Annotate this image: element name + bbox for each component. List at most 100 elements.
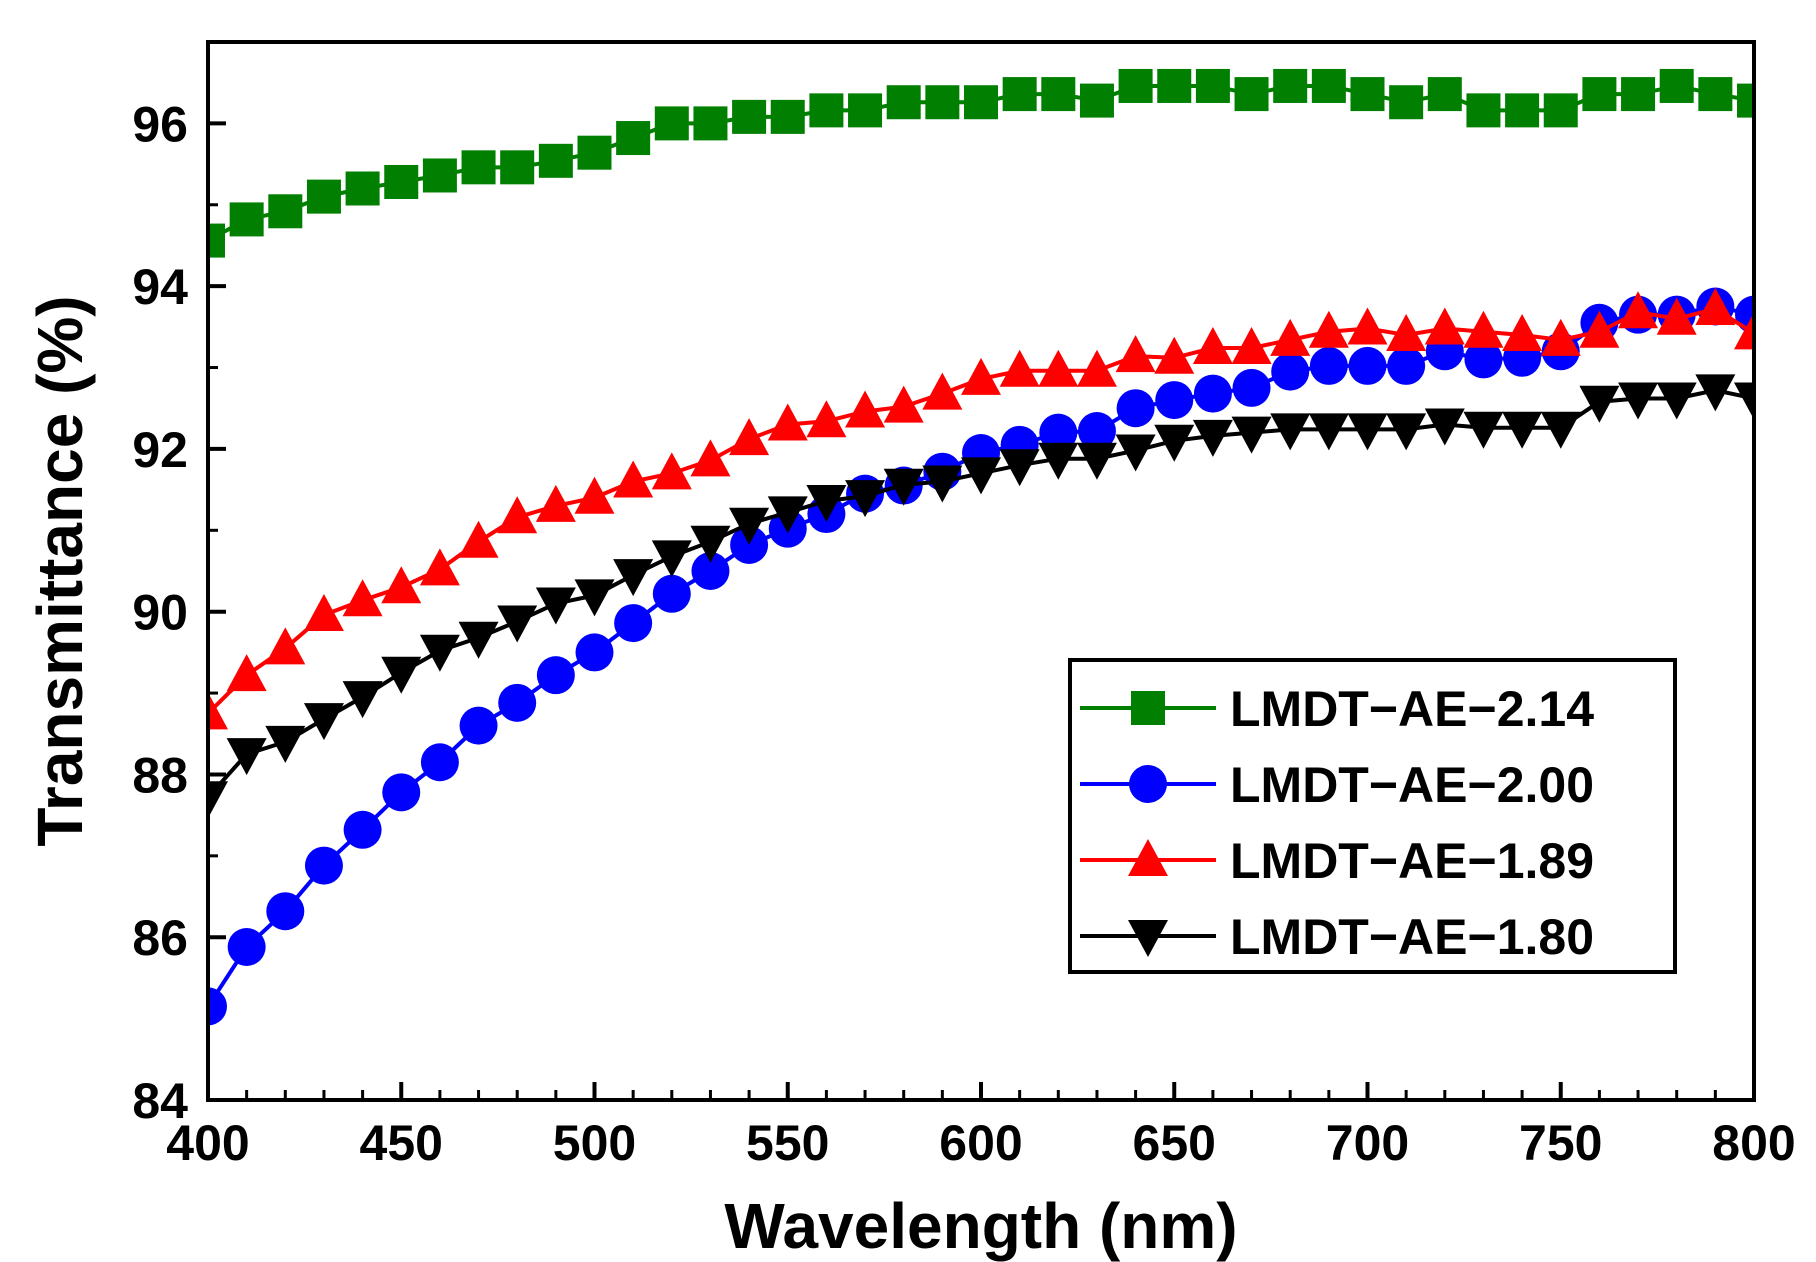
data-point	[1076, 442, 1117, 480]
data-point	[1041, 77, 1076, 112]
data-point	[729, 507, 770, 545]
data-point	[809, 93, 844, 128]
data-point	[227, 927, 266, 966]
series-0	[208, 68, 1754, 258]
data-point	[883, 385, 924, 423]
data-point	[226, 738, 267, 776]
data-point	[1347, 413, 1388, 451]
data-point	[1350, 77, 1385, 112]
data-point	[1347, 307, 1388, 345]
data-point	[1195, 68, 1230, 103]
data-point	[730, 525, 769, 564]
data-point	[208, 987, 227, 1026]
legend-item: LMDT−AE−2.14	[1080, 681, 1594, 737]
data-point	[693, 106, 728, 141]
data-point	[303, 703, 344, 741]
x-tick-label: 800	[1712, 1115, 1795, 1171]
data-point	[535, 484, 576, 522]
series-1	[208, 287, 1754, 1026]
data-point	[1038, 442, 1079, 480]
data-point	[265, 627, 306, 665]
data-point	[1424, 408, 1465, 446]
data-point	[770, 99, 805, 134]
y-tick-label: 84	[132, 1073, 188, 1129]
data-point	[613, 460, 654, 498]
data-point	[690, 525, 731, 563]
data-point	[461, 150, 496, 185]
legend-item: LMDT−AE−2.00	[1080, 757, 1594, 813]
data-point	[458, 520, 499, 558]
series-3	[208, 374, 1754, 819]
data-point	[577, 135, 612, 170]
data-point	[1234, 77, 1269, 112]
data-point	[1002, 77, 1037, 112]
data-point	[1192, 419, 1233, 457]
data-point	[535, 587, 576, 625]
legend-marker	[1129, 765, 1167, 803]
plot-frame	[206, 40, 1756, 1102]
data-point	[1271, 352, 1310, 391]
data-point	[961, 357, 1001, 395]
data-point	[848, 93, 883, 128]
data-point	[845, 480, 886, 518]
data-point	[536, 656, 575, 695]
legend: LMDT−AE−2.14 LMDT−AE−2.00 LMDT−AE−1.89 LMDT…	[1068, 658, 1677, 974]
data-point	[1308, 310, 1349, 348]
legend-item: LMDT−AE−1.89	[1080, 833, 1594, 889]
data-point	[1076, 349, 1117, 387]
data-point	[1387, 346, 1426, 385]
data-point	[922, 372, 963, 410]
series-2	[208, 287, 1754, 730]
data-point	[1734, 382, 1754, 420]
data-point	[422, 158, 457, 193]
data-point	[1618, 291, 1659, 329]
data-point	[574, 476, 615, 514]
data-point	[265, 725, 306, 763]
data-point	[767, 403, 808, 441]
data-point	[304, 846, 343, 885]
data-point	[1695, 287, 1736, 325]
data-point	[886, 85, 921, 120]
data-point	[1308, 413, 1349, 451]
data-point	[654, 106, 689, 141]
legend-label: LMDT−AE−2.14	[1230, 681, 1594, 737]
data-point	[652, 574, 691, 613]
data-point	[961, 457, 1001, 495]
data-point	[1386, 413, 1427, 451]
data-point	[458, 621, 499, 659]
data-point	[1231, 327, 1272, 365]
legend-marker	[1131, 691, 1165, 725]
data-point	[925, 85, 960, 120]
y-axis-title: Transmittance (%)	[24, 295, 96, 846]
data-point	[1579, 310, 1620, 348]
data-point	[1311, 68, 1346, 103]
y-tick-label: 96	[132, 96, 188, 152]
data-point	[226, 654, 267, 692]
data-point	[614, 604, 653, 643]
data-point	[384, 164, 419, 199]
x-tick-label: 400	[166, 1115, 249, 1171]
data-point	[345, 171, 380, 206]
legend-marker	[1128, 920, 1168, 957]
data-point	[732, 99, 767, 134]
data-point	[1231, 416, 1272, 454]
data-point	[1192, 327, 1233, 365]
data-point	[419, 548, 460, 586]
data-point	[1155, 381, 1194, 420]
data-point	[342, 579, 383, 617]
legend-box	[1068, 658, 1677, 974]
x-tick-label: 550	[746, 1115, 829, 1171]
data-point	[498, 683, 537, 722]
data-point	[1157, 68, 1192, 103]
data-point	[729, 418, 770, 456]
data-point	[1079, 83, 1114, 118]
data-point	[806, 400, 847, 438]
data-point	[1656, 382, 1697, 420]
data-point	[690, 439, 731, 477]
data-point	[1424, 307, 1465, 345]
data-point	[229, 202, 264, 237]
data-point	[1039, 413, 1078, 452]
x-tick-label: 750	[1519, 1115, 1602, 1171]
data-point	[208, 781, 228, 819]
data-point	[1505, 93, 1540, 128]
